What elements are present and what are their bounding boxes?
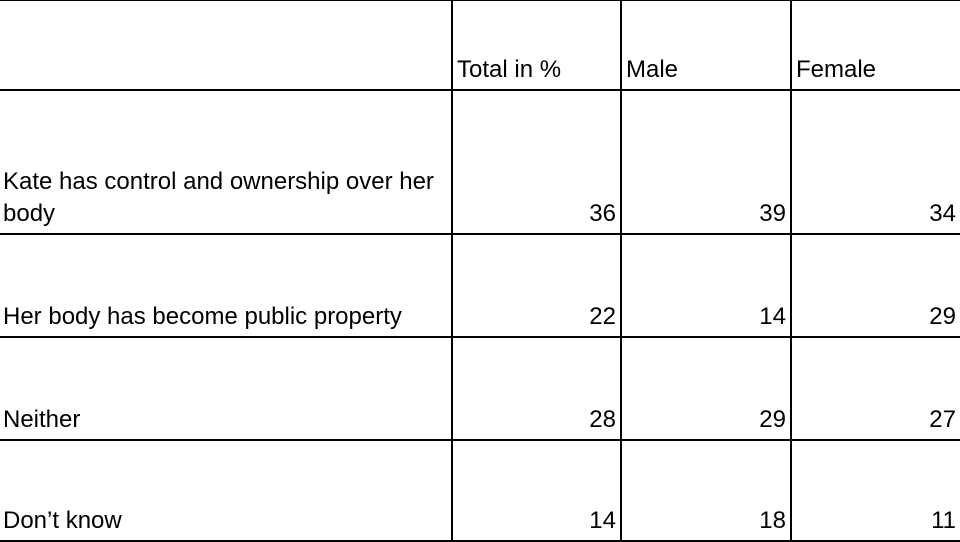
cell-total-value: 28	[451, 335, 622, 441]
cell-female-value: 27	[790, 335, 960, 441]
cell-total-value: 22	[451, 232, 622, 338]
table-row: Don’t know 14 18 11	[0, 438, 960, 542]
header-row: Total in % Male Female	[0, 0, 960, 91]
cell-male-value: 18	[620, 438, 792, 542]
cell-male-value: 14	[620, 232, 792, 338]
table-row: Her body has become public property 22 1…	[0, 232, 960, 338]
header-cell-female: Female	[790, 0, 960, 91]
cell-male-value: 29	[620, 335, 792, 441]
row-label: Don’t know	[0, 438, 453, 542]
cell-female-value: 29	[790, 232, 960, 338]
cell-female-value: 34	[790, 88, 960, 235]
cell-total-value: 14	[451, 438, 622, 542]
row-label: Neither	[0, 335, 453, 441]
cell-total-value: 36	[451, 88, 622, 235]
row-label: Her body has become public property	[0, 232, 453, 338]
table-row: Neither 28 29 27	[0, 335, 960, 441]
cell-female-value: 11	[790, 438, 960, 542]
header-cell-total: Total in %	[451, 0, 622, 91]
table-row: Kate has control and ownership over her …	[0, 88, 960, 235]
header-cell-male: Male	[620, 0, 792, 91]
cell-male-value: 39	[620, 88, 792, 235]
row-label: Kate has control and ownership over her …	[0, 88, 453, 235]
header-cell-empty	[0, 0, 453, 91]
